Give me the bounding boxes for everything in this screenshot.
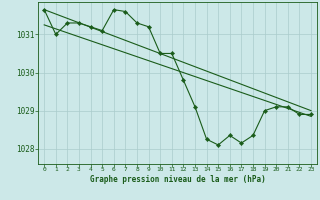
X-axis label: Graphe pression niveau de la mer (hPa): Graphe pression niveau de la mer (hPa) <box>90 175 266 184</box>
